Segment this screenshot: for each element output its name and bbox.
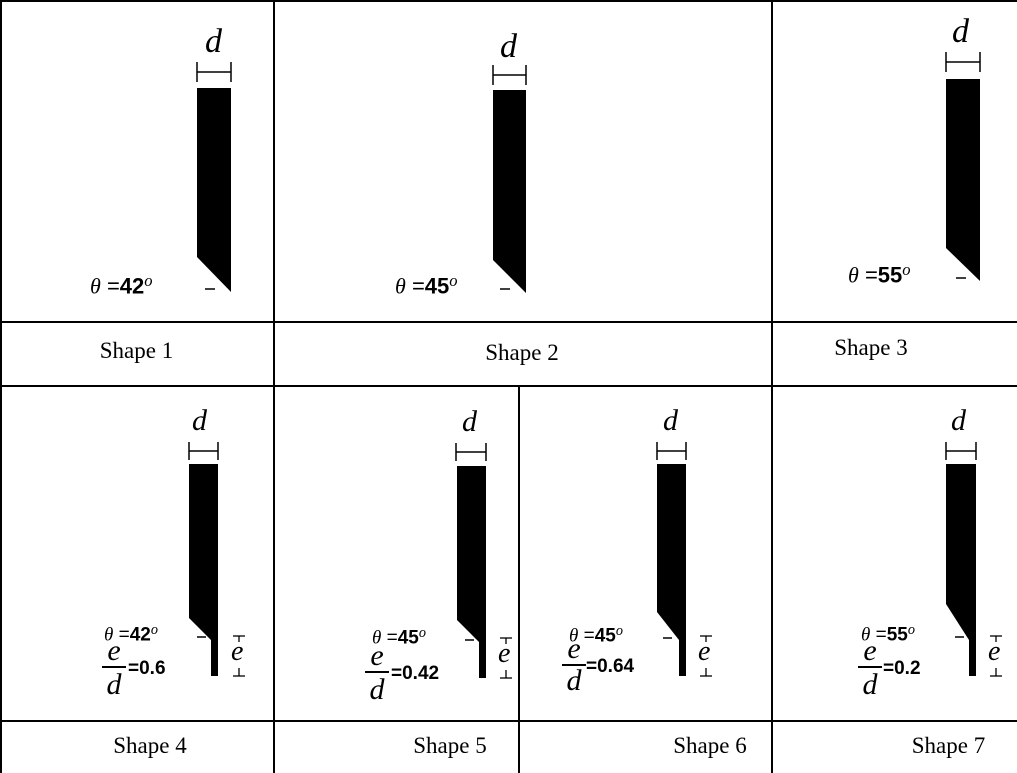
angle-tick	[197, 636, 206, 638]
theta-value: 45	[594, 625, 616, 647]
ratio-value: =0.6	[128, 658, 166, 679]
shape-7-caption: Shape 7	[911, 733, 986, 758]
row-divider	[0, 720, 1017, 722]
dimension-e-label: e	[698, 636, 711, 667]
dimension-d-label: d	[205, 23, 222, 60]
dimension-d-label: d	[192, 404, 207, 437]
ratio-value: =0.42	[391, 663, 440, 684]
dimension-d-label: d	[952, 13, 969, 50]
table-border-top	[0, 0, 1017, 2]
column-divider	[771, 0, 773, 773]
theta-symbol: θ	[395, 273, 406, 299]
angle-tick	[465, 639, 474, 641]
shape-3-caption: Shape 3	[834, 335, 908, 360]
theta-value: 45	[397, 627, 419, 649]
theta-label: θ =55o	[848, 260, 911, 288]
theta-label: θ =45o	[395, 271, 458, 299]
blade-shape	[493, 90, 526, 293]
theta-symbol: θ	[848, 262, 859, 288]
theta-value: 42	[119, 273, 145, 299]
theta-value: 55	[886, 624, 908, 646]
ratio-denominator-d: d	[106, 668, 122, 701]
angle-tick	[663, 637, 672, 639]
ratio-numerator-e: e	[567, 632, 581, 665]
dimension-d-label: d	[462, 405, 477, 438]
dimension-e-marker	[500, 637, 512, 679]
shape-5-caption: Shape 5	[413, 733, 487, 758]
ratio-numerator-e: e	[863, 634, 877, 667]
dimension-d-marker	[492, 65, 527, 85]
theta-label: θ =45o	[569, 623, 623, 647]
dimension-e-marker	[700, 635, 712, 677]
ratio-numerator-e: e	[370, 639, 384, 672]
dimension-e-label: e	[498, 638, 511, 669]
theta-symbol: θ	[372, 627, 382, 649]
dimension-d-label: d	[500, 28, 517, 65]
column-divider	[518, 385, 520, 773]
blade-shape	[189, 464, 218, 676]
shape-2-caption: Shape 2	[485, 340, 559, 365]
dimension-d-marker	[196, 62, 232, 82]
row-divider	[0, 385, 1017, 387]
dimension-d-marker	[945, 442, 977, 460]
theta-symbol: θ	[90, 273, 101, 299]
blade-shape	[457, 466, 486, 678]
angle-tick	[205, 288, 215, 290]
theta-value: 42	[129, 624, 151, 646]
row-divider	[0, 321, 1017, 323]
blade-shape	[946, 464, 976, 676]
angle-tick	[955, 636, 964, 638]
blade-shape	[197, 88, 231, 292]
theta-label: θ =45o	[372, 625, 426, 649]
theta-label: θ =55o	[861, 622, 915, 646]
dimension-e-marker	[233, 635, 245, 677]
dimension-d-marker	[945, 52, 981, 72]
theta-symbol: θ	[861, 624, 871, 646]
dimension-d-marker	[656, 442, 687, 460]
blade-shape	[657, 464, 686, 676]
angle-tick	[500, 288, 510, 290]
theta-label: θ =42o	[104, 622, 158, 646]
theta-symbol: θ	[104, 624, 114, 646]
dimension-d-marker	[188, 442, 219, 460]
dimension-e-label: e	[231, 636, 244, 667]
shape-4-caption: Shape 4	[113, 733, 187, 758]
theta-label: θ =42o	[90, 271, 153, 299]
dimension-d-label: d	[951, 404, 966, 437]
ratio-denominator-d: d	[566, 664, 582, 697]
theta-value: 45	[424, 273, 450, 299]
ratio-value: =0.2	[883, 658, 921, 679]
blade-shape	[946, 79, 980, 281]
dimension-d-marker	[455, 443, 487, 461]
ratio-fraction-bar	[102, 666, 126, 668]
theta-symbol: θ	[569, 625, 579, 647]
ratio-fraction-bar	[562, 664, 586, 666]
table-border-left	[0, 0, 2, 773]
ratio-fraction-bar	[858, 666, 882, 668]
theta-value: 55	[877, 262, 903, 288]
dimension-d-label: d	[663, 404, 678, 437]
dimension-e-marker	[990, 635, 1002, 677]
angle-tick	[956, 277, 966, 279]
shape-1-caption: Shape 1	[99, 338, 174, 363]
ratio-denominator-d: d	[369, 673, 385, 706]
shape-6-caption: Shape 6	[673, 733, 747, 758]
dimension-e-label: e	[988, 636, 1001, 667]
column-divider	[273, 0, 275, 773]
ratio-value: =0.64	[586, 656, 635, 677]
ratio-denominator-d: d	[862, 668, 878, 701]
ratio-numerator-e: e	[107, 634, 121, 667]
ratio-fraction-bar	[365, 671, 389, 673]
